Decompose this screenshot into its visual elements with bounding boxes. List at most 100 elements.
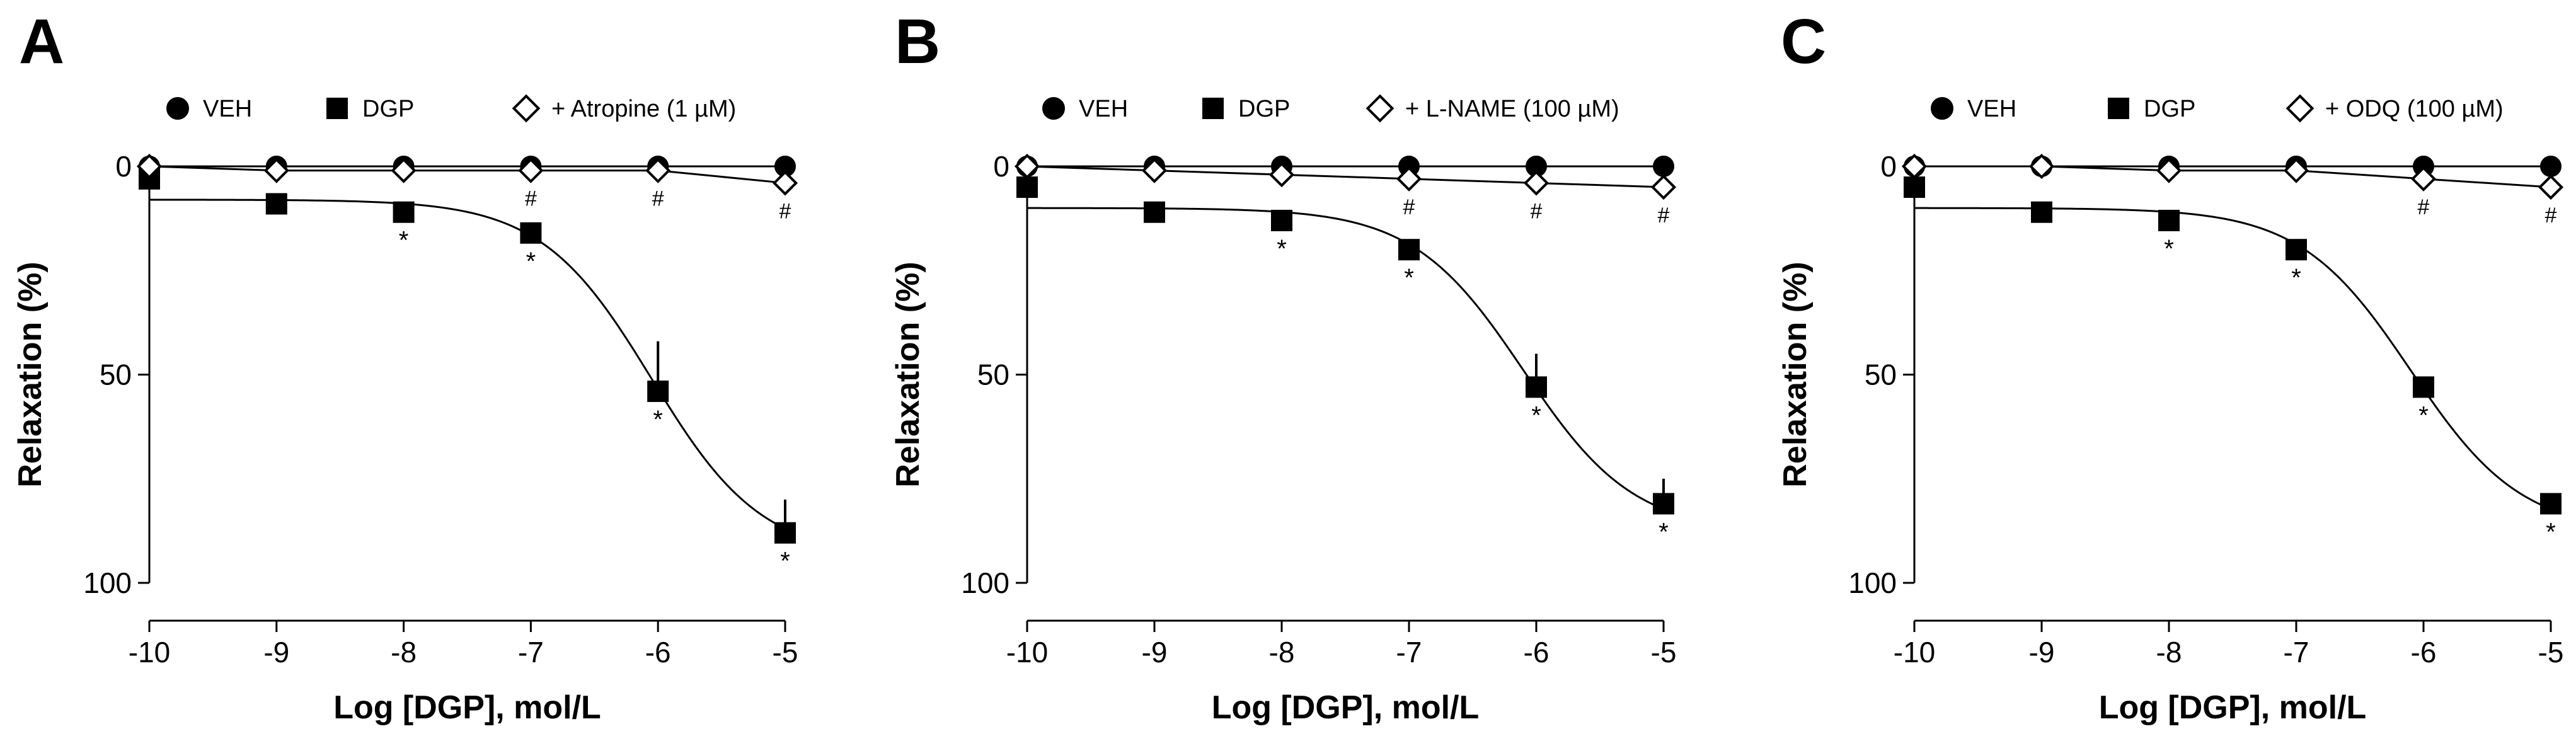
x-tick-label: -9 bbox=[263, 636, 289, 669]
legend-label: + Atropine (1 µM) bbox=[551, 96, 736, 122]
data-point bbox=[2031, 201, 2052, 223]
significance-star: * bbox=[2418, 401, 2429, 429]
panel-b: B 0 50 100 -10 -9 -8 -7 -6 -5 Log [DGP], mol/L Rela… bbox=[890, 6, 1676, 726]
data-point bbox=[1650, 174, 1677, 200]
x-tick-label: -5 bbox=[1651, 636, 1677, 669]
data-point bbox=[645, 158, 671, 183]
y-tick-label: 100 bbox=[83, 566, 132, 599]
x-tick-label: -9 bbox=[2029, 636, 2055, 669]
significance-star: * bbox=[526, 248, 536, 275]
y-tick-label: 50 bbox=[100, 359, 132, 391]
x-tick-label: -6 bbox=[645, 636, 671, 669]
legend-marker-square bbox=[326, 98, 348, 119]
legend-label: + ODQ (100 µM) bbox=[2325, 96, 2504, 122]
x-tick-label: -10 bbox=[129, 636, 170, 669]
data-point bbox=[1398, 239, 1420, 261]
data-point bbox=[136, 153, 163, 180]
x-tick-label: -7 bbox=[2284, 636, 2309, 669]
data-point bbox=[1904, 176, 1925, 198]
data-point bbox=[1523, 170, 1550, 196]
data-point bbox=[263, 158, 289, 183]
significance-star: * bbox=[1659, 518, 1669, 546]
significance-hash: # bbox=[1531, 199, 1543, 223]
series-square bbox=[1016, 176, 1674, 515]
fit-curve bbox=[149, 165, 786, 184]
significance-star: * bbox=[2164, 235, 2174, 263]
y-tick-label: 0 bbox=[115, 150, 132, 183]
data-point bbox=[2410, 166, 2437, 192]
significance-star: * bbox=[1404, 264, 1414, 292]
series-circle bbox=[1016, 156, 1674, 177]
fit-curve bbox=[1026, 207, 1664, 510]
significance-hash: # bbox=[779, 199, 791, 223]
x-tick-label: -9 bbox=[1142, 636, 1168, 669]
x-axis-title: Log [DGP], mol/L bbox=[1212, 689, 1480, 726]
series-square bbox=[1904, 176, 2562, 515]
y-tick-label: 100 bbox=[961, 566, 1009, 599]
y-axis-title: Relaxation (%) bbox=[890, 262, 926, 487]
y-axis-title: Relaxation (%) bbox=[1777, 262, 1814, 487]
legend-marker-diamond bbox=[512, 94, 541, 123]
panel-letter: C bbox=[1781, 6, 1826, 77]
series-diamond bbox=[1014, 153, 1677, 200]
significance-star: * bbox=[1277, 235, 1287, 263]
x-tick-label: -8 bbox=[2156, 636, 2182, 669]
y-tick-label: 50 bbox=[1865, 359, 1897, 391]
x-tick-label: -8 bbox=[1269, 636, 1295, 669]
legend-marker-square bbox=[2108, 98, 2129, 119]
significance-hash: # bbox=[525, 187, 537, 211]
significance-star: * bbox=[1531, 401, 1541, 429]
legend-label: DGP bbox=[362, 96, 414, 122]
x-axis-title: Log [DGP], mol/L bbox=[2099, 689, 2367, 726]
x-tick-label: -5 bbox=[2538, 636, 2564, 669]
legend-marker-square bbox=[1202, 98, 1224, 119]
y-tick-label: 50 bbox=[977, 359, 1009, 391]
panel-a: A 0 50 100 -10 -9 -8 -7 -6 -5 Log [DGP], mol/L Rela… bbox=[12, 6, 798, 726]
data-point bbox=[1016, 176, 1038, 198]
legend-label: DGP bbox=[2144, 96, 2195, 122]
legend-label: VEH bbox=[1967, 96, 2016, 122]
fit-curve bbox=[1914, 165, 2551, 188]
x-tick-label: -10 bbox=[1006, 636, 1048, 669]
x-tick-label: -6 bbox=[1524, 636, 1550, 669]
legend-marker-circle bbox=[1931, 97, 1953, 120]
legend-marker-circle bbox=[1042, 97, 1065, 120]
x-tick-label: -5 bbox=[773, 636, 798, 669]
data-point bbox=[1653, 493, 1674, 515]
significance-star: * bbox=[399, 227, 409, 255]
data-point bbox=[2286, 239, 2307, 261]
panel-letter: A bbox=[19, 6, 64, 77]
significance-star: * bbox=[2546, 518, 2556, 546]
data-point bbox=[518, 158, 544, 183]
significance-star: * bbox=[2291, 264, 2301, 292]
data-point bbox=[1268, 162, 1295, 188]
legend-marker-diamond bbox=[1366, 94, 1394, 123]
significance-hash: # bbox=[652, 187, 664, 211]
panel-letter: B bbox=[895, 6, 940, 77]
y-tick-label: 0 bbox=[1880, 150, 1897, 183]
legend-label: VEH bbox=[203, 96, 252, 122]
panel-c: C 0 50 100 -10 -9 -8 -7 -6 -5 Log [DGP], mol/L Rela… bbox=[1777, 6, 2563, 726]
significance-hash: # bbox=[2545, 204, 2557, 227]
series-square bbox=[139, 168, 796, 544]
data-point bbox=[2158, 209, 2180, 231]
data-point bbox=[1144, 201, 1165, 223]
data-point bbox=[1271, 209, 1292, 231]
data-point bbox=[1653, 156, 1674, 177]
x-tick-label: -7 bbox=[1396, 636, 1422, 669]
fit-curve bbox=[1026, 165, 1664, 188]
data-point bbox=[2540, 156, 2562, 177]
data-point bbox=[1014, 153, 1040, 180]
x-tick-label: -10 bbox=[1894, 636, 1935, 669]
x-tick-label: -7 bbox=[518, 636, 544, 669]
data-point bbox=[2028, 153, 2055, 180]
series-diamond bbox=[1901, 153, 2564, 200]
data-point bbox=[520, 222, 542, 244]
data-point bbox=[391, 158, 417, 183]
y-axis-title: Relaxation (%) bbox=[12, 262, 49, 487]
x-tick-label: -8 bbox=[391, 636, 417, 669]
significance-hash: # bbox=[1658, 204, 1670, 227]
data-point bbox=[393, 201, 415, 223]
